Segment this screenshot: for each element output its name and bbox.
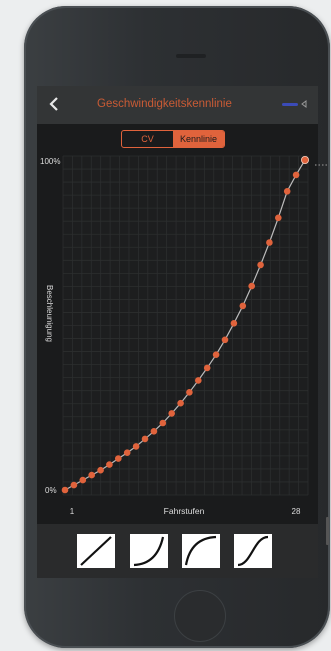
preset-linear-button[interactable] — [77, 534, 115, 568]
curve-point[interactable] — [150, 428, 158, 435]
mode-segmented-control: CV Kennlinie — [121, 130, 225, 148]
curve-point[interactable] — [177, 399, 184, 407]
app-screen: Geschwindigkeitskennlinie CV Kennlinie 1… — [37, 86, 318, 578]
curve-point[interactable] — [275, 214, 282, 222]
curve-point[interactable] — [88, 471, 95, 479]
curve-point[interactable] — [79, 476, 87, 484]
preset-exponential-button[interactable] — [130, 534, 168, 568]
curve-point[interactable] — [97, 466, 104, 474]
chart-svg[interactable]: 100% 0% Beschleunigung 1 28 Fahrstufen — [37, 152, 318, 524]
speaker-grille — [176, 54, 206, 58]
tab-kennlinie[interactable]: Kennlinie — [173, 131, 224, 147]
curve-point[interactable] — [248, 282, 255, 290]
curve-point[interactable] — [70, 481, 78, 489]
curve-point[interactable] — [115, 455, 122, 462]
curve-point[interactable] — [132, 443, 140, 450]
x-tick-left: 1 — [70, 507, 75, 516]
exponential-curve-icon — [133, 536, 165, 567]
y-axis-label: Beschleunigung — [45, 285, 54, 342]
curve-point[interactable] — [186, 389, 193, 396]
curve-point[interactable] — [300, 156, 309, 164]
side-button[interactable] — [326, 517, 329, 545]
curve-point[interactable] — [221, 336, 229, 344]
curve-point[interactable] — [292, 171, 300, 179]
x-tick-right: 28 — [292, 507, 301, 516]
curve-point[interactable] — [283, 188, 291, 195]
curve-point[interactable] — [123, 449, 131, 457]
home-button[interactable] — [174, 590, 226, 642]
preset-logarithmic-button[interactable] — [182, 534, 220, 568]
curve-point[interactable] — [141, 435, 149, 443]
nav-bar: Geschwindigkeitskennlinie — [37, 86, 318, 124]
curve-point[interactable] — [266, 239, 273, 246]
annotation-leader — [315, 164, 329, 166]
toggle-icon[interactable] — [301, 99, 309, 109]
curve-point[interactable] — [168, 410, 175, 417]
curve-point[interactable] — [212, 351, 220, 358]
preset-bar — [37, 524, 318, 578]
tab-cv[interactable]: CV — [141, 134, 154, 144]
curve-points — [61, 156, 309, 494]
preset-s-curve-button[interactable] — [234, 534, 272, 568]
curve-line — [64, 159, 306, 491]
curve-point[interactable] — [239, 302, 247, 310]
s-curve-icon — [237, 535, 269, 567]
chevron-left-icon — [49, 97, 58, 111]
logarithmic-curve-icon — [184, 535, 217, 566]
curve-chart[interactable]: 100% 0% Beschleunigung 1 28 Fahrstufen — [37, 152, 318, 524]
status-indicator — [282, 103, 298, 106]
curve-point[interactable] — [106, 461, 113, 468]
curve-point[interactable] — [230, 320, 238, 327]
curve-point[interactable] — [61, 486, 69, 494]
back-button[interactable] — [43, 92, 65, 116]
page-title: Geschwindigkeitskennlinie — [97, 98, 232, 110]
linear-curve-icon — [80, 536, 112, 566]
y-tick-bottom: 0% — [45, 486, 57, 495]
curve-point[interactable] — [159, 419, 167, 427]
curve-point[interactable] — [203, 364, 211, 372]
curve-point[interactable] — [195, 377, 202, 384]
y-tick-top: 100% — [40, 157, 60, 166]
curve-point[interactable] — [257, 261, 264, 269]
chart-grid — [62, 155, 309, 496]
x-axis-label: Fahrstufen — [164, 506, 205, 516]
